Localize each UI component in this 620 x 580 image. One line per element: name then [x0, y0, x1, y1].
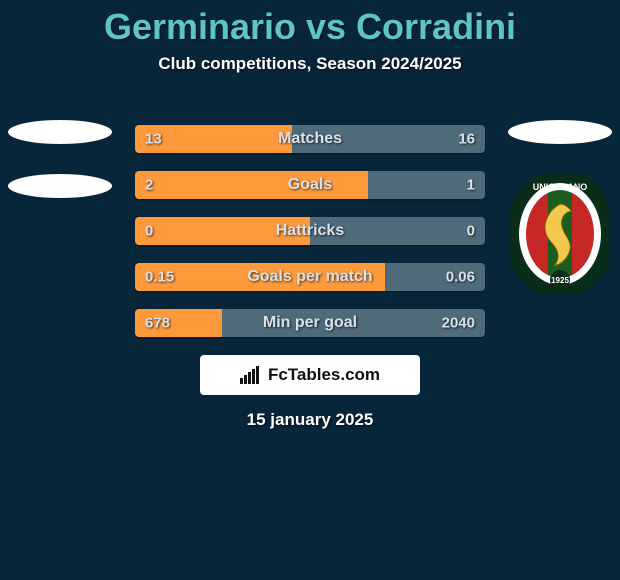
stat-right-value: 16 — [458, 131, 475, 148]
bar-chart-icon — [240, 366, 262, 384]
stat-right-value: 2040 — [442, 315, 475, 332]
right-player-column: UNICUSANO TERNANA 1925 — [500, 120, 620, 294]
left-player-column — [0, 120, 120, 228]
comparison-bars: 13 16 Matches 2 1 Goals 0 0 Hattricks 0.… — [135, 125, 485, 355]
stat-left-value: 0 — [145, 223, 153, 240]
stat-row-min-per-goal: 678 2040 Min per goal — [135, 309, 485, 337]
stat-row-goals-per-match: 0.15 0.06 Goals per match — [135, 263, 485, 291]
stat-left-bar — [135, 217, 310, 245]
stat-row-matches: 13 16 Matches — [135, 125, 485, 153]
brand-text: FcTables.com — [268, 365, 380, 385]
club-placeholder — [8, 174, 112, 198]
stat-left-value: 0.15 — [145, 269, 174, 286]
stat-left-value: 13 — [145, 131, 162, 148]
stat-right-value: 1 — [467, 177, 475, 194]
stat-right-bar — [310, 217, 485, 245]
page-subtitle: Club competitions, Season 2024/2025 — [0, 54, 620, 74]
stat-row-goals: 2 1 Goals — [135, 171, 485, 199]
page-title: Germinario vs Corradini — [0, 0, 620, 48]
footer-date: 15 january 2025 — [0, 410, 620, 430]
brand-fctables[interactable]: FcTables.com — [200, 355, 420, 395]
stat-row-hattricks: 0 0 Hattricks — [135, 217, 485, 245]
club-crest-ternana: UNICUSANO TERNANA 1925 — [510, 174, 610, 294]
stat-left-bar — [135, 171, 368, 199]
avatar-placeholder — [508, 120, 612, 144]
stat-right-value: 0 — [467, 223, 475, 240]
crest-year: 1925 — [551, 276, 569, 285]
stat-right-bar — [292, 125, 485, 153]
avatar-placeholder — [8, 120, 112, 144]
stat-left-value: 2 — [145, 177, 153, 194]
stat-left-value: 678 — [145, 315, 170, 332]
stat-right-value: 0.06 — [446, 269, 475, 286]
